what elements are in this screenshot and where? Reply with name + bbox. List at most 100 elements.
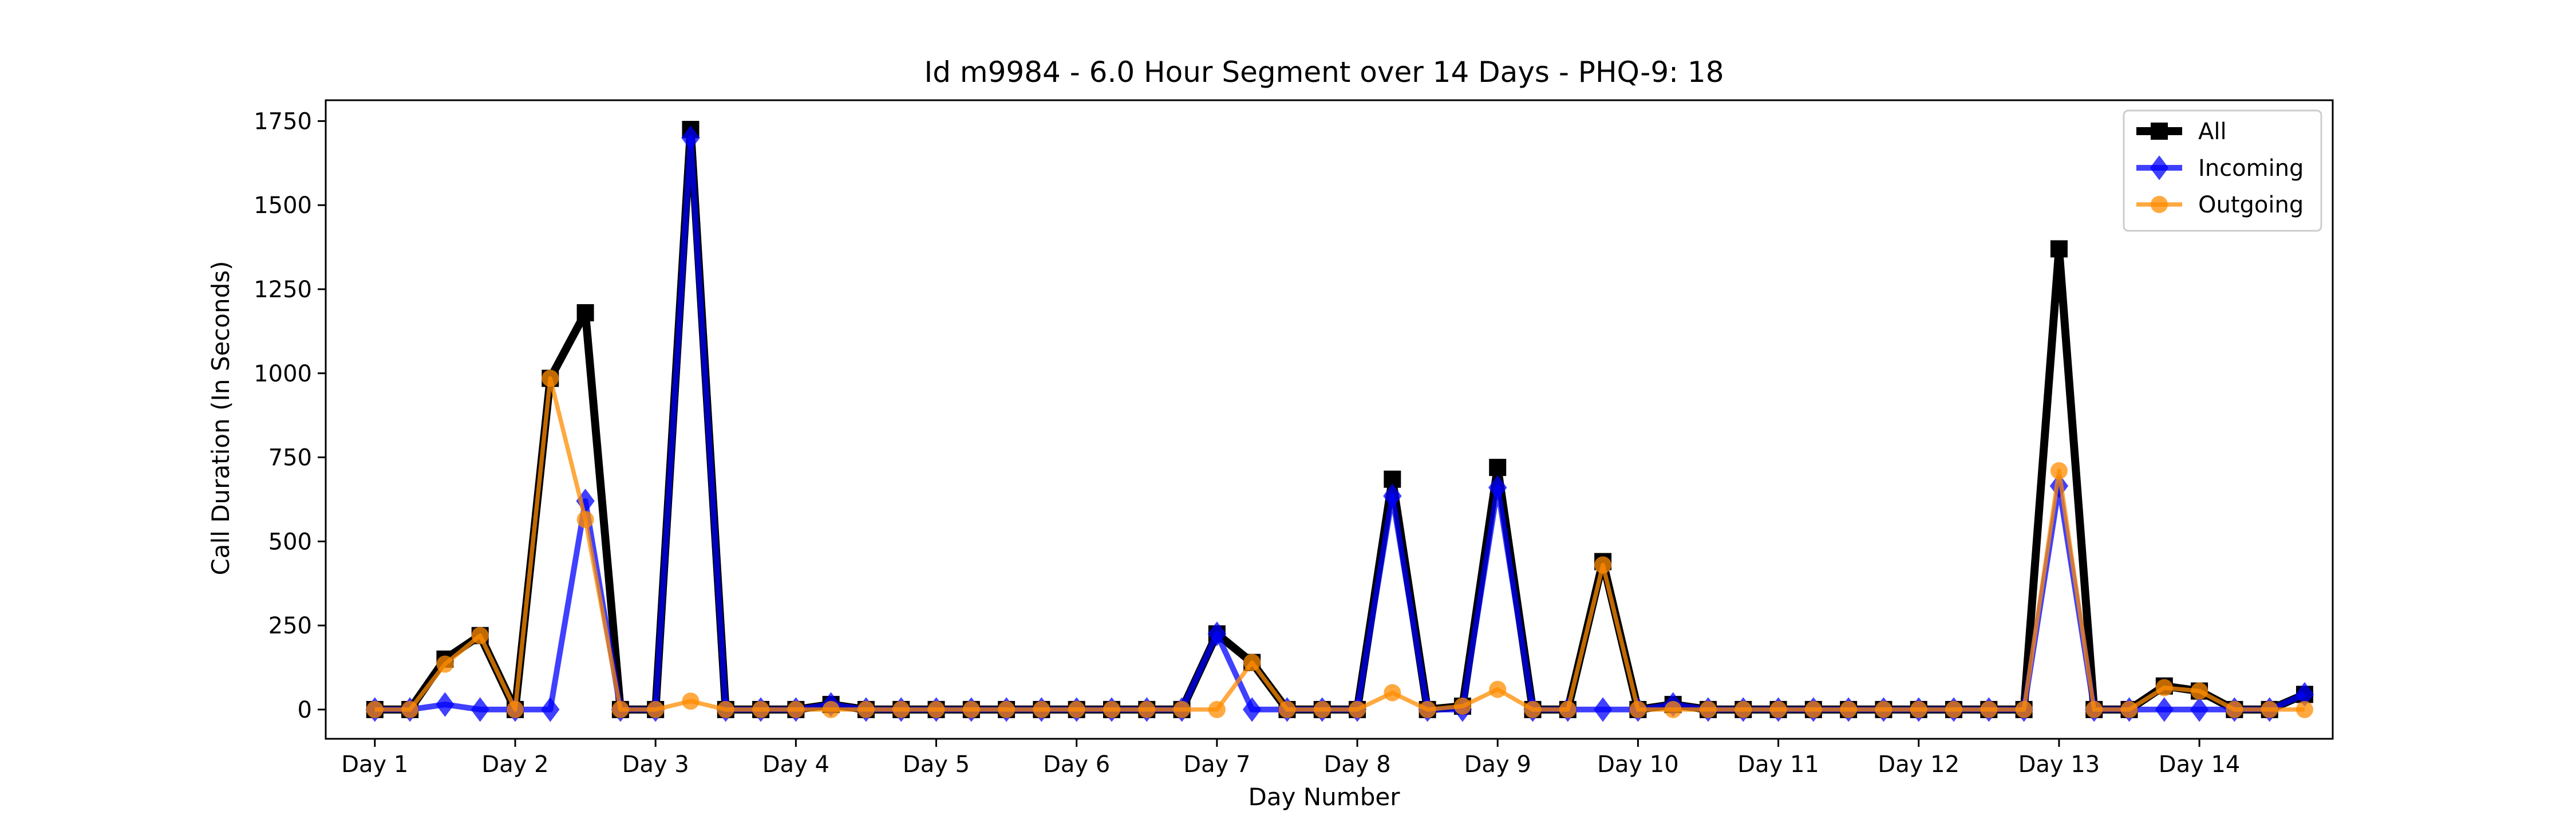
x-tick-label: Day 7 (1183, 751, 1250, 778)
data-point (1594, 556, 1612, 574)
x-tick-label: Day 13 (2018, 751, 2100, 778)
data-point (366, 700, 384, 718)
data-point (1699, 700, 1717, 718)
data-point (2226, 700, 2243, 718)
data-point (2085, 700, 2103, 718)
data-point (1735, 700, 1752, 718)
legend-item-outgoing: Outgoing (2136, 192, 2304, 218)
series-line-all (374, 125, 2306, 714)
y-axis-label: Call Duration (In Seconds) (207, 261, 235, 575)
legend-item-incoming: Incoming (2136, 155, 2304, 182)
data-point (1242, 697, 1262, 722)
data-point (2120, 700, 2138, 718)
data-point (752, 700, 770, 718)
x-tick-label: Day 14 (2159, 751, 2241, 778)
legend-label: Incoming (2198, 155, 2304, 182)
data-point (541, 697, 560, 722)
legend-label: All (2198, 119, 2227, 145)
data-point (1593, 697, 1613, 722)
data-point (2155, 697, 2174, 722)
x-tick-label: Day 6 (1043, 751, 1110, 778)
data-point (1980, 700, 1998, 718)
x-axis-label: Day Number (1248, 783, 1400, 811)
data-point (1910, 700, 1927, 718)
data-point (471, 627, 489, 644)
data-point (1453, 698, 1471, 715)
data-point (1489, 459, 1507, 476)
data-point (2015, 700, 2033, 718)
data-point (1769, 700, 1787, 718)
data-point (1629, 700, 1647, 718)
y-tick-label: 0 (298, 697, 312, 723)
series-incoming (365, 125, 2314, 722)
data-point (682, 692, 700, 710)
data-point (1804, 700, 1822, 718)
data-point (857, 700, 875, 718)
data-point (647, 700, 665, 718)
data-point (1664, 700, 1682, 718)
data-point (2261, 700, 2278, 718)
y-tick-label: 1750 (254, 108, 312, 135)
data-point (576, 489, 595, 514)
y-tick-label: 750 (268, 445, 312, 471)
data-point (1349, 700, 1366, 718)
y-tick-label: 1000 (254, 361, 312, 387)
data-point (1384, 684, 1401, 702)
data-point (1208, 700, 1226, 718)
data-point (1559, 700, 1577, 718)
x-tick-label: Day 10 (1597, 751, 1679, 778)
data-point (1524, 700, 1542, 718)
data-point (1383, 483, 1402, 509)
data-point (2190, 697, 2209, 722)
data-point (1875, 700, 1893, 718)
axes: Day 1 Day 2 Day 3 Day 4 Day 5 Day 6 Day 7 Day 8… (254, 99, 2334, 778)
data-point (1488, 475, 1507, 500)
data-point (611, 700, 629, 718)
data-point (2296, 700, 2313, 718)
data-point (2191, 682, 2208, 700)
x-tick-label: Day 9 (1464, 751, 1531, 778)
chart-title: Id m9984 - 6.0 Hour Segment over 14 Days… (924, 56, 1724, 89)
data-point (1313, 700, 1331, 718)
data-point (962, 700, 980, 718)
x-tick-label: Day 3 (622, 751, 689, 778)
legend-item-all: All (2136, 119, 2227, 145)
data-point (1243, 653, 1261, 671)
data-point (1173, 700, 1191, 718)
data-point (1278, 700, 1296, 718)
legend-marker (2150, 155, 2169, 180)
data-point (787, 700, 805, 718)
data-point (576, 304, 594, 322)
data-point (2155, 679, 2173, 696)
data-point (2050, 240, 2068, 258)
y-tick-label: 250 (268, 613, 312, 639)
data-point (1419, 700, 1436, 718)
data-point (436, 692, 455, 717)
x-tick-label: Day 8 (1323, 751, 1390, 778)
data-point (506, 700, 524, 718)
y-tick-label: 1250 (254, 277, 312, 303)
data-point (717, 700, 734, 718)
data-point (436, 655, 454, 673)
data-point (892, 700, 910, 718)
data-point (471, 697, 489, 722)
data-point (1207, 621, 1227, 647)
data-point (681, 125, 700, 151)
legend: All Incoming Outgoing (2123, 109, 2322, 232)
x-tick-label: Day 4 (762, 751, 829, 778)
data-point (401, 700, 419, 718)
y-tick-label: 500 (268, 529, 312, 555)
x-tick-label: Day 5 (903, 751, 970, 778)
data-point (1103, 700, 1120, 718)
data-point (2295, 682, 2314, 707)
legend-label: Outgoing (2198, 192, 2304, 218)
plot-area (365, 121, 2314, 722)
data-point (1945, 700, 1963, 718)
axes-frame (325, 99, 2334, 740)
x-tick-label: Day 12 (1878, 751, 1959, 778)
data-point (1489, 680, 1507, 698)
data-point (1033, 700, 1050, 718)
x-tick-label: Day 2 (481, 751, 548, 778)
data-point (822, 700, 840, 718)
